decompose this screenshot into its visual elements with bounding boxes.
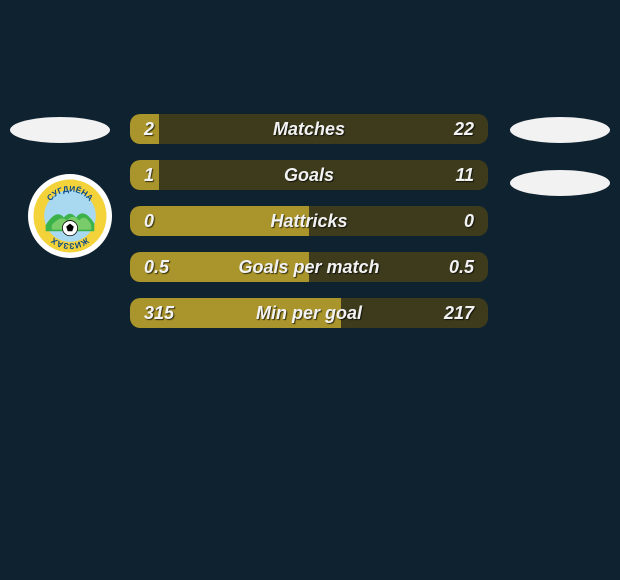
stat-label: Min per goal bbox=[130, 298, 488, 328]
comparison-bars: 222Matches 111Goals 00Hattricks 0.50.5Goals… bbox=[130, 114, 488, 344]
stat-row: 315217Min per goal bbox=[130, 298, 488, 328]
player-right-logo-ellipse bbox=[510, 117, 610, 143]
stat-label: Goals per match bbox=[130, 252, 488, 282]
player-left-logo-ellipse bbox=[10, 117, 110, 143]
stat-row: 222Matches bbox=[130, 114, 488, 144]
stat-row: 0.50.5Goals per match bbox=[130, 252, 488, 282]
stat-label: Goals bbox=[130, 160, 488, 190]
comparison-stage: СУГДИЁНА ЖИЗЗАХ 222Matches 111Goals 00Hatt… bbox=[0, 114, 620, 374]
stat-row: 00Hattricks bbox=[130, 206, 488, 236]
stat-row: 111Goals bbox=[130, 160, 488, 190]
player-right-logo-ellipse-2 bbox=[510, 170, 610, 196]
club-badge: СУГДИЁНА ЖИЗЗАХ bbox=[28, 174, 112, 258]
stat-label: Matches bbox=[130, 114, 488, 144]
club-badge-icon: СУГДИЁНА ЖИЗЗАХ bbox=[32, 178, 108, 254]
stat-label: Hattricks bbox=[130, 206, 488, 236]
